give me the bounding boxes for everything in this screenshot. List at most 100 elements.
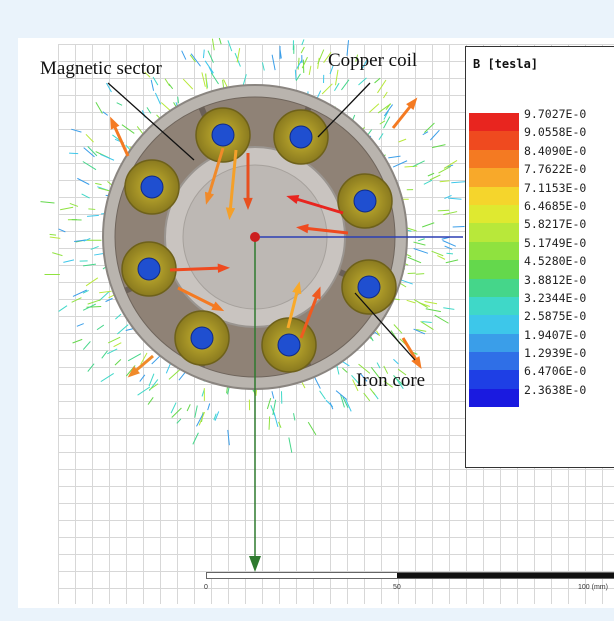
field-vector <box>83 147 95 158</box>
field-vector <box>137 386 151 396</box>
strong-field-arrowhead <box>411 356 422 370</box>
field-vector <box>82 303 96 311</box>
field-vector <box>334 82 340 92</box>
field-vector <box>383 91 388 99</box>
scale-bar-filled-segment <box>397 573 614 578</box>
field-vector <box>114 358 122 366</box>
field-vector <box>415 273 425 275</box>
field-vector <box>71 128 82 133</box>
legend-value: 9.0558E-0 <box>524 125 587 140</box>
field-vector <box>358 363 371 374</box>
field-vector <box>189 54 196 63</box>
legend-swatch <box>469 333 519 353</box>
field-vector <box>107 336 121 344</box>
y-axis-arrowhead <box>249 556 261 572</box>
field-vector <box>385 103 391 110</box>
field-vector <box>352 379 359 392</box>
iron-core <box>211 123 235 147</box>
field-vector <box>345 399 352 412</box>
copper-coil-label: Copper coil <box>328 50 418 71</box>
strong-field-arrowhead <box>110 116 120 130</box>
origin-marker <box>250 232 260 242</box>
field-vector <box>383 380 393 388</box>
field-vector <box>95 182 102 186</box>
field-vector <box>160 102 171 112</box>
field-vector <box>96 324 105 331</box>
field-vector <box>301 39 305 46</box>
field-vector <box>83 237 91 242</box>
field-vector <box>413 241 426 246</box>
field-vector <box>63 259 75 263</box>
field-vector <box>437 209 450 212</box>
field-vector <box>378 133 384 141</box>
field-vector <box>100 153 115 161</box>
legend-swatch <box>469 131 519 150</box>
field-vector <box>227 40 233 52</box>
field-vector <box>438 166 452 174</box>
copper-coil <box>341 259 397 315</box>
field-vector <box>393 375 404 386</box>
strong-field-vector <box>228 149 238 214</box>
field-vector <box>98 187 111 192</box>
field-vector <box>424 300 438 305</box>
field-vector <box>58 305 68 312</box>
legend-swatch <box>469 168 519 187</box>
field-vector <box>148 383 159 391</box>
field-vector <box>323 52 332 63</box>
field-vector <box>236 47 241 63</box>
field-vector <box>429 129 440 141</box>
field-vector <box>100 373 114 383</box>
field-vector <box>413 299 428 309</box>
field-vector <box>374 77 381 84</box>
iron-core <box>137 257 161 281</box>
legend-swatch <box>469 315 519 334</box>
field-vector <box>49 236 61 239</box>
legend-value: 1.9407E-0 <box>524 327 587 342</box>
field-vector <box>170 402 177 414</box>
field-vector <box>105 297 113 303</box>
field-diagram <box>40 38 467 572</box>
field-vector <box>168 368 181 380</box>
field-vector <box>429 174 441 181</box>
copper-coil <box>195 107 251 163</box>
field-vector <box>196 413 204 427</box>
legend-value: 3.8812E-0 <box>524 272 587 287</box>
legend-value: 5.1749E-0 <box>524 235 587 250</box>
field-vector <box>342 367 348 373</box>
field-vector <box>295 73 301 81</box>
field-vector <box>127 353 142 362</box>
copper-coil <box>337 173 393 229</box>
field-vector <box>227 429 230 446</box>
field-vector <box>194 405 198 418</box>
legend-swatch <box>469 223 519 242</box>
field-vector <box>369 387 376 396</box>
field-vector <box>150 79 155 91</box>
field-vector <box>422 131 429 136</box>
field-vector <box>98 291 110 302</box>
field-vector <box>210 72 219 85</box>
field-vector <box>76 323 84 327</box>
scale-tick-0: 0 <box>204 584 208 591</box>
iron-core-label: Iron core <box>356 370 426 391</box>
iron-core <box>357 275 381 299</box>
iron-core <box>140 175 164 199</box>
copper-coil <box>124 159 180 215</box>
field-vector <box>271 54 276 71</box>
field-vector <box>58 228 66 233</box>
field-vector <box>422 222 435 228</box>
scale-tick-100: 100 (mm) <box>578 584 608 591</box>
field-vector <box>116 102 123 106</box>
field-vector <box>181 50 187 60</box>
legend-swatch <box>469 186 519 205</box>
field-vector <box>424 122 435 134</box>
field-vector <box>294 69 297 81</box>
field-vector <box>296 60 303 69</box>
copper-coil <box>174 310 230 366</box>
field-vector <box>416 329 427 332</box>
field-vector <box>417 238 425 242</box>
field-vector <box>406 299 416 304</box>
strong-field-vector <box>111 122 130 157</box>
field-vector <box>81 193 90 199</box>
field-vector <box>297 57 300 70</box>
field-vector <box>300 46 305 54</box>
